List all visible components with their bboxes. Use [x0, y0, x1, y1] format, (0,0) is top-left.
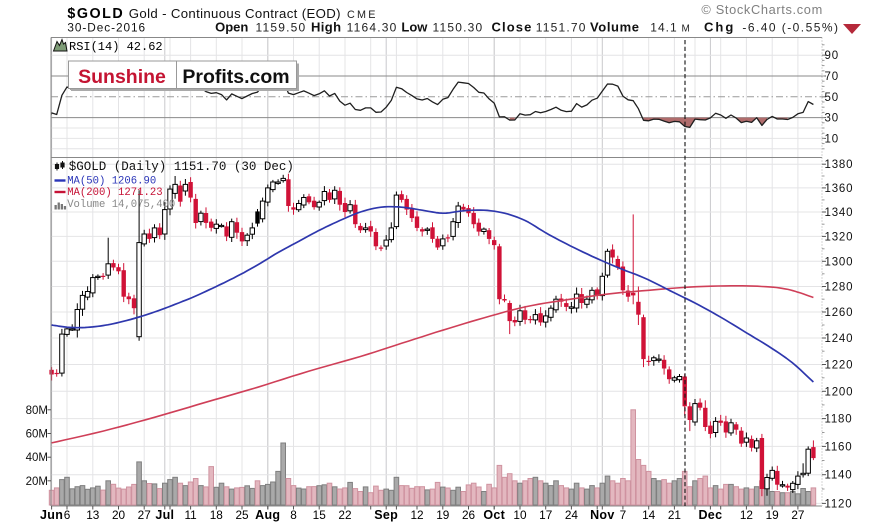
svg-text:$GOLD: $GOLD: [67, 6, 124, 22]
svg-text:1280: 1280: [825, 281, 854, 293]
svg-text:6: 6: [64, 508, 71, 522]
svg-text:12: 12: [410, 508, 423, 522]
svg-text:1360: 1360: [825, 183, 854, 195]
svg-text:Aug: Aug: [255, 508, 280, 522]
svg-text:21: 21: [668, 508, 681, 522]
svg-text:10: 10: [825, 133, 839, 145]
svg-text:14: 14: [642, 508, 656, 522]
svg-text:30: 30: [825, 113, 839, 125]
svg-text:1164.30: 1164.30: [347, 21, 398, 35]
svg-text:1340: 1340: [825, 207, 854, 219]
svg-text:11: 11: [184, 508, 196, 522]
svg-text:Profits.com: Profits.com: [182, 66, 289, 88]
svg-text:25: 25: [235, 508, 249, 522]
svg-text:12: 12: [740, 508, 753, 522]
svg-text:8: 8: [290, 508, 297, 522]
svg-text:1380: 1380: [825, 159, 854, 171]
svg-text:1300: 1300: [825, 256, 854, 268]
svg-text:© StockCharts.com: © StockCharts.com: [701, 2, 822, 17]
svg-text:MA(50) 1206.90: MA(50) 1206.90: [67, 176, 156, 188]
svg-text:1200: 1200: [825, 386, 854, 398]
svg-text:Volume 14,075,400: Volume 14,075,400: [67, 199, 175, 211]
svg-text:Jul: Jul: [155, 508, 174, 522]
svg-text:Sep: Sep: [374, 508, 398, 522]
svg-text:Dec: Dec: [698, 508, 722, 522]
svg-text:1320: 1320: [825, 231, 854, 243]
svg-text:7: 7: [620, 508, 627, 522]
svg-text:1159.50: 1159.50: [256, 21, 307, 35]
svg-text:1180: 1180: [825, 414, 853, 426]
svg-text:27: 27: [791, 508, 804, 522]
svg-text:CME: CME: [347, 9, 378, 21]
svg-text:80M: 80M: [26, 405, 48, 417]
svg-text:1260: 1260: [825, 307, 854, 319]
svg-text:20: 20: [112, 508, 126, 522]
svg-text:Close: Close: [492, 20, 533, 35]
svg-text:Open: Open: [215, 20, 248, 35]
svg-text:14.1: 14.1: [650, 21, 677, 35]
svg-text:1120: 1120: [825, 498, 853, 510]
svg-text:22: 22: [338, 508, 351, 522]
svg-text:50: 50: [825, 92, 839, 104]
svg-text:MA(200) 1271.23: MA(200) 1271.23: [67, 187, 162, 199]
svg-text:19: 19: [766, 508, 779, 522]
svg-text:Volume: Volume: [590, 20, 640, 35]
svg-text:15: 15: [313, 508, 327, 522]
svg-text:60M: 60M: [26, 428, 48, 440]
svg-text:90: 90: [825, 50, 839, 62]
svg-text:30-Dec-2016: 30-Dec-2016: [67, 21, 146, 35]
svg-text:26: 26: [462, 508, 476, 522]
svg-text:13: 13: [86, 508, 100, 522]
svg-text:10: 10: [513, 508, 527, 522]
svg-text:1140: 1140: [825, 470, 853, 482]
svg-text:Sunshine: Sunshine: [78, 66, 166, 88]
svg-text:40M: 40M: [26, 452, 48, 464]
svg-text:27: 27: [138, 508, 151, 522]
svg-text:1150.30: 1150.30: [433, 21, 484, 35]
svg-text:1220: 1220: [825, 359, 854, 371]
svg-text:1160: 1160: [825, 441, 853, 453]
svg-text:Jun: Jun: [40, 508, 63, 522]
svg-text:1151.70: 1151.70: [536, 21, 587, 35]
svg-text:24: 24: [565, 508, 579, 522]
svg-text:Chg: Chg: [704, 20, 735, 35]
svg-text:$GOLD (Daily) 1151.70 (30 Dec): $GOLD (Daily) 1151.70 (30 Dec): [69, 160, 294, 174]
svg-text:RSI(14) 42.62: RSI(14) 42.62: [69, 40, 163, 54]
svg-text:19: 19: [436, 508, 449, 522]
svg-text:M: M: [682, 24, 690, 35]
svg-text:1240: 1240: [825, 333, 854, 345]
svg-text:High: High: [311, 20, 341, 35]
svg-text:70: 70: [825, 71, 839, 83]
svg-text:-6.40 (-0.55%): -6.40 (-0.55%): [742, 21, 839, 35]
svg-text:Oct: Oct: [483, 508, 505, 522]
svg-text:Gold - Continuous Contract (EO: Gold - Continuous Contract (EOD): [129, 6, 341, 21]
svg-text:18: 18: [210, 508, 224, 522]
svg-text:20M: 20M: [26, 476, 48, 488]
svg-text:17: 17: [539, 508, 552, 522]
svg-text:Low: Low: [401, 20, 428, 35]
svg-text:Nov: Nov: [590, 508, 615, 522]
